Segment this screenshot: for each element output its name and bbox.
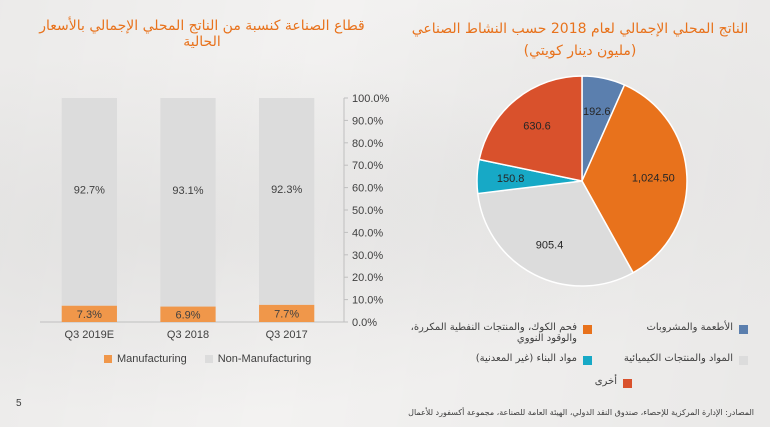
legend-item-manufacturing: Manufacturing: [104, 353, 187, 365]
data-label-non-manufacturing: 92.7%: [74, 185, 105, 197]
y-tick-label: 20.0%: [352, 272, 383, 284]
pie-data-label: 1,024.50: [632, 173, 675, 185]
source-note: المصادر: الإدارة المركزية للإحصاء، صندوق…: [408, 408, 754, 417]
legend-item-non-manufacturing: Non-Manufacturing: [204, 353, 312, 365]
y-tick-label: 100.0%: [352, 93, 390, 105]
pie-legend-swatch-food: [739, 325, 748, 334]
legend-swatch-non-manufacturing: [204, 355, 213, 363]
data-label-non-manufacturing: 92.3%: [271, 184, 302, 196]
legend-label-manufacturing: Manufacturing: [117, 353, 187, 365]
bar-non-manufacturing: [160, 98, 216, 307]
data-label-manufacturing: 6.9%: [175, 309, 200, 321]
pie-legend-label-chemicals: المواد والمنتجات الكيميائية: [623, 353, 733, 364]
bar-chart: 0.0% 10.0% 20.0% 30.0% 40.0% 50.0% 60.0% 70.0% 8…: [40, 93, 390, 341]
bar-chart-legend: Manufacturing Non-Manufacturing: [104, 353, 311, 365]
pie-legend-label-coke-line2: والوقود النووي: [516, 333, 577, 344]
data-label-non-manufacturing: 93.1%: [172, 185, 203, 197]
pie-legend-label-coke: فحم الكوك، والمنتجات النفطية المكررة، وا…: [411, 322, 577, 344]
pie-chart: 192.6 1,024.50 905.4 150.8 630.6: [476, 75, 688, 287]
y-tick-label: 10.0%: [352, 295, 383, 307]
pie-chart-title-line1: الناتج المحلي الإجمالي لعام 2018 حسب الن…: [411, 21, 749, 37]
bar-manufacturing: [259, 304, 315, 322]
bar-manufacturing: [61, 305, 117, 322]
y-tick-label: 50.0%: [352, 205, 383, 217]
pie-legend-label-coke-line1: فحم الكوك، والمنتجات النفطية المكررة،: [410, 322, 577, 333]
pie-slice: [476, 180, 635, 287]
page-number: 5: [16, 398, 22, 409]
y-tick-label: 70.0%: [352, 160, 383, 172]
pie-data-label: 630.6: [523, 121, 551, 133]
pie-slice: [478, 75, 583, 182]
pie-data-label: 192.6: [583, 106, 611, 118]
x-tick-label: Q3 2018: [167, 329, 209, 341]
pie-data-label: 150.8: [497, 173, 525, 185]
x-tick-label: Q3 2019E: [65, 329, 115, 341]
pie-data-label: 905.4: [536, 240, 564, 252]
y-tick-label: 80.0%: [352, 138, 383, 150]
pie-chart-title: الناتج المحلي الإجمالي لعام 2018 حسب الن…: [410, 18, 750, 62]
y-tick-label: 40.0%: [352, 227, 383, 239]
pie-slice: [581, 83, 688, 274]
data-label-manufacturing: 7.3%: [77, 309, 102, 321]
y-tick-label: 0.0%: [352, 317, 377, 329]
bar-non-manufacturing: [259, 98, 315, 305]
pie-legend-swatch-other: [623, 379, 632, 388]
y-tick-label: 30.0%: [352, 250, 383, 262]
pie-legend-swatch-chemicals: [739, 356, 748, 365]
legend-label-non-manufacturing: Non-Manufacturing: [217, 353, 312, 365]
bar-non-manufacturing: [61, 98, 117, 306]
pie-legend-item-other: أخرى: [595, 376, 632, 388]
bar-chart-title: قطاع الصناعة كنسبة من الناتج المحلي الإج…: [39, 18, 365, 50]
bar-manufacturing: [160, 306, 216, 322]
pie-legend-label-other: أخرى: [594, 376, 617, 387]
pie-legend-swatch-coke: [583, 325, 592, 334]
y-tick-label: 90.0%: [352, 115, 383, 127]
y-tick-label: 60.0%: [352, 183, 383, 195]
pie-legend-swatch-construction: [583, 356, 592, 365]
pie-legend-item-chemicals: المواد والمنتجات الكيميائية: [624, 353, 748, 365]
x-tick-label: Q3 2017: [266, 329, 308, 341]
pie-legend-label-food: الأطعمة والمشروبات: [646, 322, 733, 333]
pie-legend-item-food: الأطعمة والمشروبات: [646, 322, 748, 334]
pie-legend-item-construction: مواد البناء (غير المعدنية): [476, 353, 592, 365]
pie-legend-label-construction: مواد البناء (غير المعدنية): [475, 353, 577, 364]
pie-chart-title-line2: (مليون دينار كويتي): [523, 43, 637, 59]
pie-legend-item-coke: فحم الكوك، والمنتجات النفطية المكررة، وا…: [411, 322, 592, 344]
data-label-manufacturing: 7.7%: [274, 308, 299, 320]
legend-swatch-manufacturing: [104, 355, 112, 363]
